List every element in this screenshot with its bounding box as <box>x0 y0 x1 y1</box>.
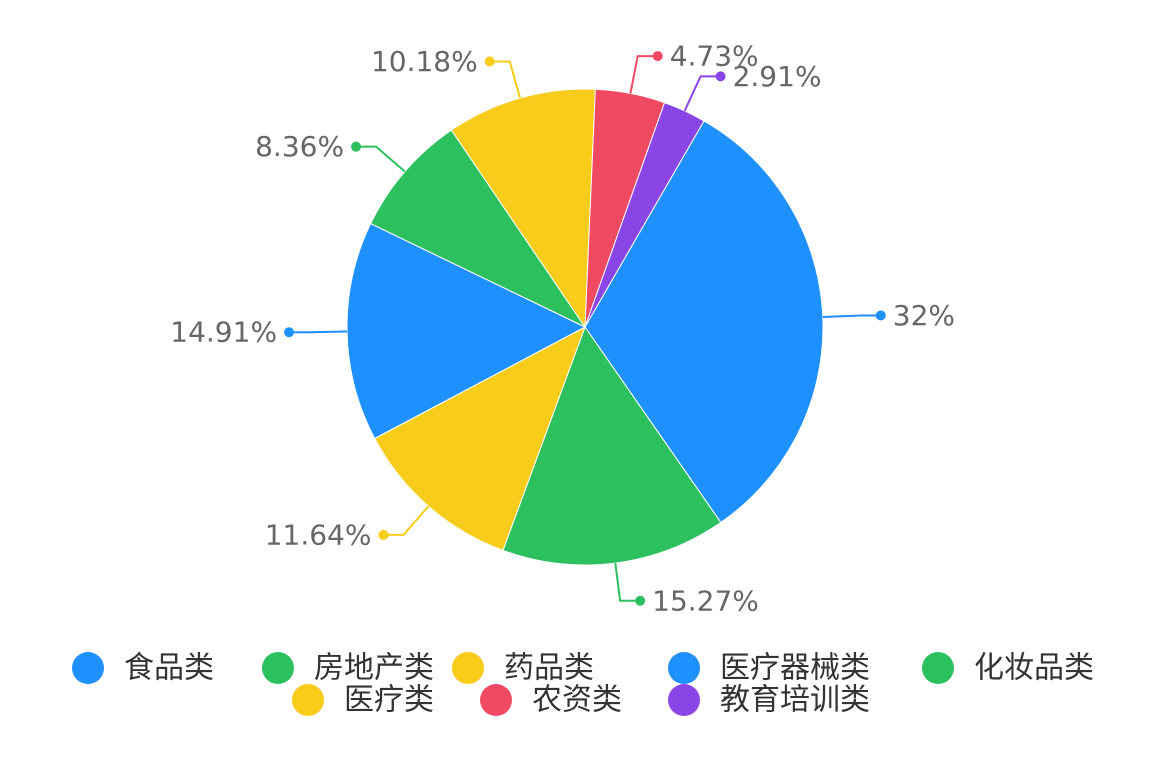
pie-label-leaders <box>284 51 886 606</box>
legend-label: 教育培训类 <box>720 683 870 718</box>
legend-marker <box>480 684 512 716</box>
label-leader-line <box>489 60 522 99</box>
label-leader-dot <box>875 310 886 321</box>
legend-label: 化妆品类 <box>974 651 1094 686</box>
legend-marker <box>262 652 294 684</box>
slice-percent-label: 14.91% <box>170 316 277 349</box>
label-leader-dot <box>351 141 362 152</box>
slice-percent-label: 11.64% <box>265 518 372 551</box>
legend-marker <box>72 652 104 684</box>
slice-percent-label: 8.36% <box>255 130 344 163</box>
label-leader-line <box>822 314 881 319</box>
legend-marker <box>668 684 700 716</box>
label-leader-dot <box>652 51 663 62</box>
legend-item[interactable]: 化妆品类 <box>922 651 1094 686</box>
legend-item[interactable]: 医疗类 <box>292 683 434 718</box>
slice-percent-label: 15.27% <box>652 584 759 617</box>
legend-label: 食品类 <box>124 651 214 686</box>
label-leader-line <box>614 562 641 602</box>
legend-item[interactable]: 房地产类 <box>262 651 434 686</box>
legend-item[interactable]: 农资类 <box>480 683 622 718</box>
label-leader-dot <box>484 56 495 67</box>
pie-slice <box>584 102 705 328</box>
slice-percent-label: 32% <box>893 299 955 332</box>
label-leader-line <box>356 145 406 173</box>
legend-marker <box>292 684 324 716</box>
label-leader-line <box>629 55 658 94</box>
legend-marker <box>668 652 700 684</box>
pie-labels: 32% 15.27% 11.64% 14.91% 8.36% 10.18% 4.73%2.9… <box>170 40 955 618</box>
label-leader-line <box>383 505 430 536</box>
legend-item[interactable]: 药品类 <box>452 651 594 686</box>
pie-slice <box>450 88 596 329</box>
slice-percent-label: 2.91% <box>733 60 822 93</box>
legend-marker <box>452 652 484 684</box>
legend-label: 房地产类 <box>314 651 434 686</box>
label-leader-dot <box>284 327 295 338</box>
legend-item[interactable]: 教育培训类 <box>668 683 870 718</box>
label-leader-dot <box>635 595 646 606</box>
slice-percent-label: 10.18% <box>371 45 478 78</box>
legend-item[interactable]: 医疗器械类 <box>668 651 870 686</box>
legend-marker <box>922 652 954 684</box>
label-leader-dot <box>715 71 726 82</box>
legend-item[interactable]: 食品类 <box>72 651 214 686</box>
label-leader-line <box>683 75 721 112</box>
label-leader-line <box>289 330 348 334</box>
legend-label: 医疗类 <box>344 683 434 718</box>
slice-percent-label: 4.73% <box>670 40 759 73</box>
legend-label: 农资类 <box>532 683 622 718</box>
legend-label: 医疗器械类 <box>720 651 870 686</box>
pie-slice <box>374 325 586 552</box>
label-leader-dot <box>378 529 389 540</box>
legend-label: 药品类 <box>504 651 594 686</box>
pie-slices <box>346 88 824 566</box>
